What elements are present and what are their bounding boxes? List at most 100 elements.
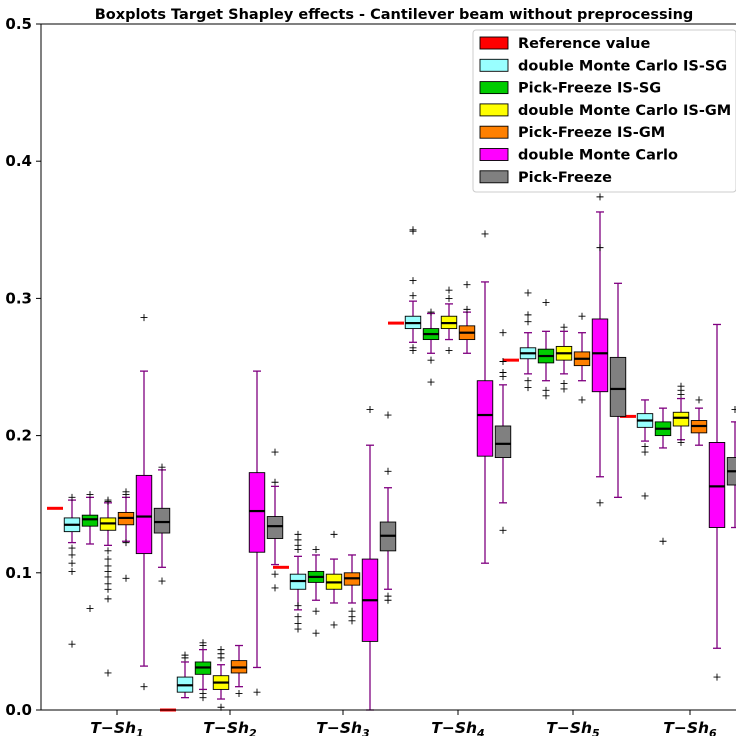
outlier-point <box>499 368 507 376</box>
boxplot <box>63 493 81 648</box>
y-tick-label: 0.0 <box>5 701 32 719</box>
outlier-point <box>695 396 703 404</box>
legend-swatch <box>479 36 509 50</box>
boxplot <box>422 308 440 386</box>
x-tick-label: T−Sh2 <box>203 719 257 736</box>
outlier-point <box>366 406 374 414</box>
boxplot <box>404 226 422 355</box>
outlier-point <box>641 492 649 500</box>
legend-label: double Monte Carlo IS-GM <box>518 103 731 119</box>
outlier-point <box>596 193 604 201</box>
outlier-point <box>524 377 532 385</box>
outlier-point <box>409 277 417 285</box>
outlier-point <box>560 323 568 331</box>
boxplot <box>636 399 654 500</box>
outlier-point <box>312 629 320 637</box>
box <box>81 514 99 527</box>
outlier-point <box>271 448 279 456</box>
y-tick-label: 0.2 <box>5 427 32 445</box>
outlier-point <box>330 621 338 629</box>
outlier-point <box>217 646 225 654</box>
boxplot <box>212 646 230 711</box>
y-tick-label: 0.3 <box>5 289 32 307</box>
outlier-point <box>409 292 417 300</box>
outlier-point <box>330 530 338 538</box>
outlier-point <box>68 493 76 501</box>
outlier-point <box>158 463 166 471</box>
legend-label: Pick-Freeze IS-SG <box>518 81 661 97</box>
outlier-point <box>463 305 471 313</box>
legend-swatch <box>479 125 509 139</box>
boxplot <box>361 406 379 711</box>
outlier-point <box>524 384 532 392</box>
outlier-point <box>445 286 453 294</box>
box <box>153 507 171 534</box>
plot-area <box>47 193 736 712</box>
legend-label: Reference value <box>518 36 650 52</box>
box <box>135 474 153 555</box>
x-tick-label: T−Sh4 <box>431 719 484 736</box>
outlier-point <box>271 584 279 592</box>
boxplot <box>672 382 690 446</box>
x-tick-label: T−Sh1 <box>90 719 143 736</box>
outlier-point <box>409 226 417 234</box>
outlier-point <box>68 640 76 648</box>
outlier-point <box>271 570 279 578</box>
outlier-point <box>312 545 320 553</box>
outlier-point <box>158 577 166 585</box>
outlier-point <box>104 555 112 563</box>
boxplot <box>440 286 458 355</box>
outlier-point <box>596 244 604 252</box>
outlier-point <box>104 595 112 603</box>
outlier-point <box>542 386 550 394</box>
outlier-point <box>271 478 279 486</box>
outlier-point <box>427 308 435 316</box>
outlier-point <box>677 438 685 446</box>
outlier-point <box>122 488 130 496</box>
outlier-point <box>294 530 302 538</box>
legend-label: double Monte Carlo IS-SG <box>518 58 727 74</box>
boxplot <box>591 193 609 507</box>
boxplot <box>708 323 726 681</box>
outlier-point <box>86 604 94 612</box>
outlier-point <box>713 673 721 681</box>
boxplot <box>519 289 537 392</box>
outlier-point <box>235 690 243 698</box>
outlier-point <box>384 411 392 419</box>
boxplot <box>194 639 212 702</box>
outlier-point <box>578 396 586 404</box>
box <box>591 318 609 393</box>
outlier-point <box>122 539 130 547</box>
boxplot <box>266 448 284 592</box>
boxplot <box>726 406 736 529</box>
outlier-point <box>140 683 148 691</box>
boxplot <box>654 407 672 545</box>
outlier-point <box>294 620 302 628</box>
outlier-point <box>181 651 189 659</box>
outlier-point <box>68 544 76 552</box>
boxplot <box>81 491 99 612</box>
outlier-point <box>384 592 392 600</box>
legend-label: Pick-Freeze IS-GM <box>518 125 665 141</box>
boxplot <box>99 496 117 677</box>
x-tick-label: T−Sh5 <box>546 719 600 736</box>
outlier-point <box>104 580 112 588</box>
legend-label: double Monte Carlo <box>518 148 678 164</box>
outlier-point <box>542 299 550 307</box>
boxplot <box>117 488 135 582</box>
outlier-point <box>445 294 453 302</box>
outlier-point <box>560 379 568 387</box>
outlier-point <box>199 690 207 698</box>
boxplot <box>458 281 476 354</box>
outlier-point <box>104 496 112 504</box>
outlier-point <box>578 312 586 320</box>
outlier-point <box>86 491 94 499</box>
legend-swatch <box>479 103 509 117</box>
outlier-point <box>481 230 489 238</box>
outlier-point <box>524 318 532 326</box>
outlier-point <box>384 467 392 475</box>
box <box>476 380 494 457</box>
box <box>248 472 266 553</box>
boxplot <box>153 463 171 585</box>
